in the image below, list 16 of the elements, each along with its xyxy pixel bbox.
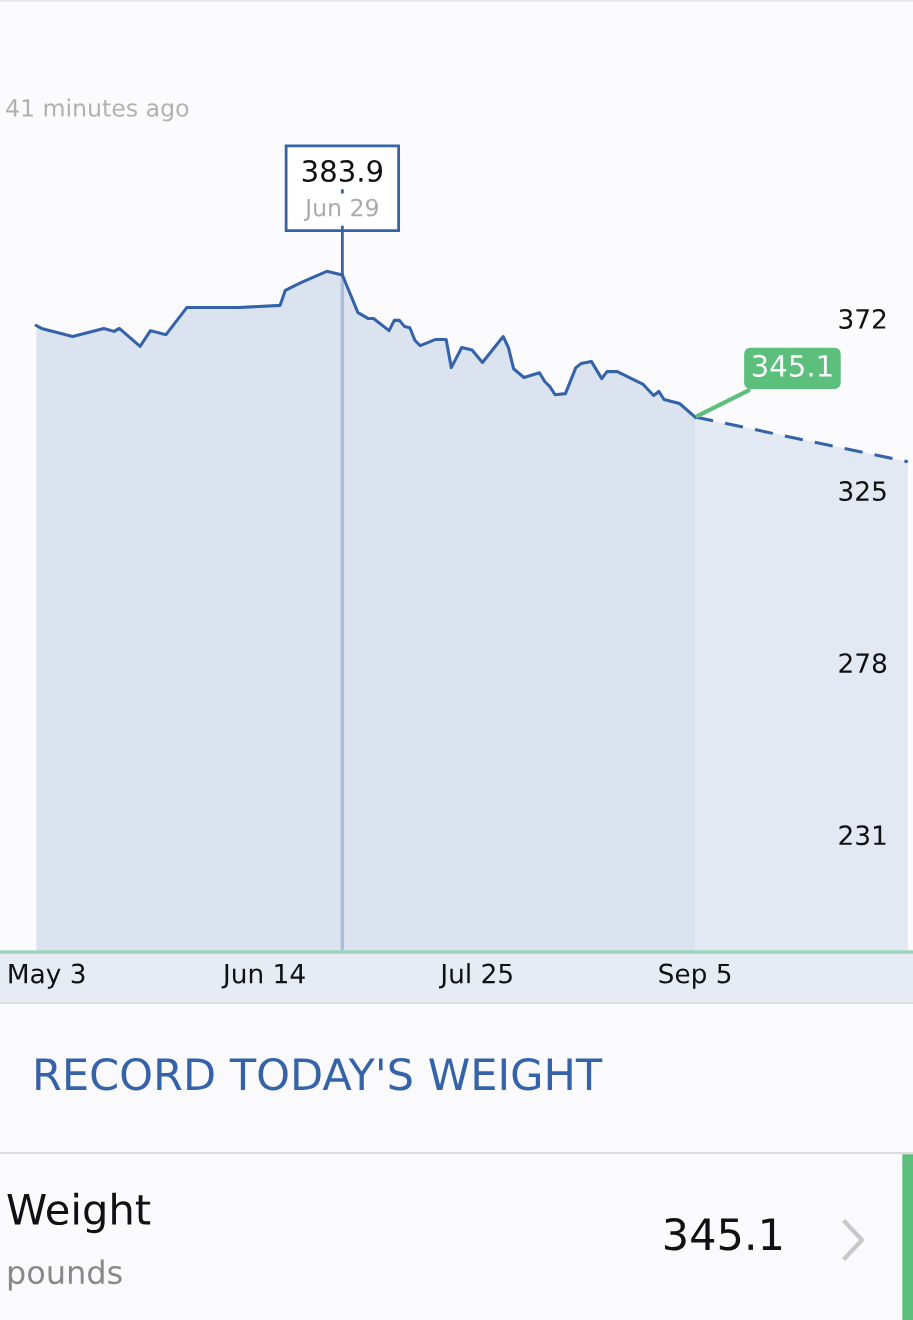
annotation: 383.9 — [302, 159, 383, 183]
text: Weight — [7, 1192, 151, 1234]
x-tick-label: Sep 5 — [659, 963, 731, 989]
text: 345.1 — [665, 1217, 782, 1251]
y-tick-label: 278 — [839, 653, 887, 674]
text: RECORD TODAY'S WEIGHT — [36, 1057, 603, 1091]
ref-line-label: Jun 29 — [303, 198, 378, 221]
x-tick-label: Jul 25 — [438, 963, 512, 989]
x-tick-label: May 3 — [9, 963, 85, 989]
text: pounds — [8, 1259, 122, 1291]
x-tick-label: Jun 14 — [221, 963, 305, 989]
annotation: 41 minutes ago — [6, 98, 189, 122]
y-tick-label: 325 — [839, 481, 886, 502]
y-tick-label: 231 — [839, 825, 886, 846]
y-tick-label: 372 — [839, 308, 886, 329]
annotation: 345.1 — [752, 354, 832, 377]
